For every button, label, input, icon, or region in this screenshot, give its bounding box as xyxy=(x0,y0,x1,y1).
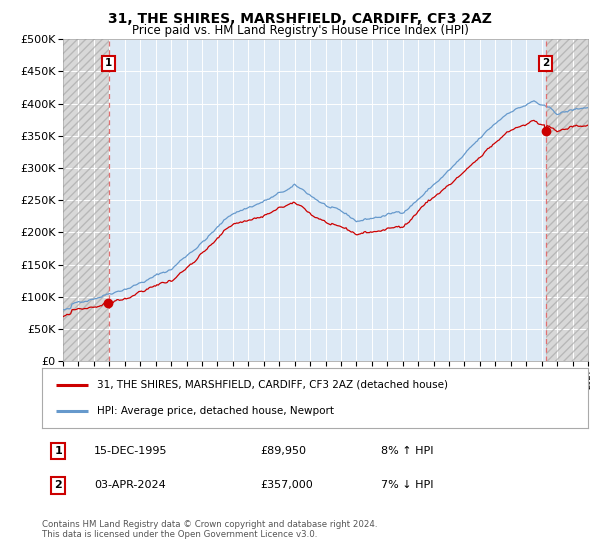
Bar xyxy=(63,39,109,361)
Text: £357,000: £357,000 xyxy=(260,480,313,491)
Text: 1: 1 xyxy=(55,446,62,456)
Text: 03-APR-2024: 03-APR-2024 xyxy=(94,480,166,491)
Text: 31, THE SHIRES, MARSHFIELD, CARDIFF, CF3 2AZ: 31, THE SHIRES, MARSHFIELD, CARDIFF, CF3… xyxy=(108,12,492,26)
Text: 2: 2 xyxy=(55,480,62,491)
Text: HPI: Average price, detached house, Newport: HPI: Average price, detached house, Newp… xyxy=(97,407,334,417)
Bar xyxy=(545,39,588,361)
Bar xyxy=(545,39,588,361)
Text: 2: 2 xyxy=(542,58,549,68)
Text: 1: 1 xyxy=(105,58,112,68)
Text: 7% ↓ HPI: 7% ↓ HPI xyxy=(380,480,433,491)
Text: 8% ↑ HPI: 8% ↑ HPI xyxy=(380,446,433,456)
Text: Price paid vs. HM Land Registry's House Price Index (HPI): Price paid vs. HM Land Registry's House … xyxy=(131,24,469,36)
Text: £89,950: £89,950 xyxy=(260,446,307,456)
Text: 15-DEC-1995: 15-DEC-1995 xyxy=(94,446,167,456)
Text: Contains HM Land Registry data © Crown copyright and database right 2024.
This d: Contains HM Land Registry data © Crown c… xyxy=(42,520,377,539)
Text: 31, THE SHIRES, MARSHFIELD, CARDIFF, CF3 2AZ (detached house): 31, THE SHIRES, MARSHFIELD, CARDIFF, CF3… xyxy=(97,380,448,390)
Bar xyxy=(63,39,109,361)
